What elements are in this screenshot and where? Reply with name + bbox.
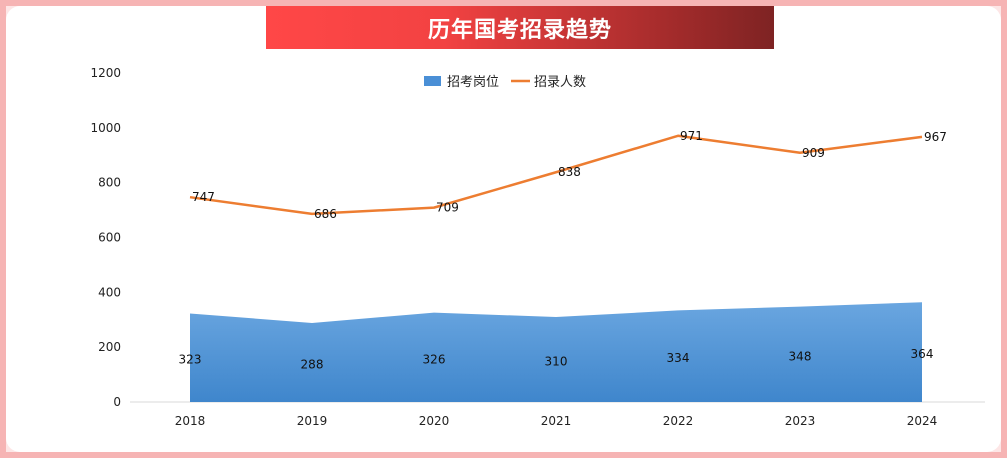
x-axis: 2018 2019 2020 2021 2022 2023 2024: [175, 414, 938, 428]
line-data-label: 971: [680, 129, 703, 143]
y-tick-label: 0: [113, 395, 121, 409]
title-banner: 历年国考招录趋势: [266, 6, 774, 49]
line-data-label: 709: [436, 201, 459, 215]
legend: 招考岗位 招录人数: [424, 75, 586, 90]
area-data-label: 310: [545, 355, 568, 369]
x-tick-label: 2023: [785, 414, 816, 428]
line-series-recruits: [189, 134, 923, 216]
area-data-label: 334: [667, 351, 690, 365]
area-data-label: 326: [423, 352, 446, 366]
x-tick-label: 2020: [419, 414, 450, 428]
x-tick-label: 2024: [907, 414, 938, 428]
line-data-label: 747: [192, 190, 215, 204]
x-tick-label: 2022: [663, 414, 694, 428]
line-data-labels: 747 686 709 838 971 909 967: [192, 129, 947, 221]
y-tick-label: 1000: [90, 121, 121, 135]
x-tick-label: 2021: [541, 414, 572, 428]
y-tick-label: 400: [98, 285, 121, 299]
legend-swatch-job-positions: [424, 76, 441, 86]
area-data-labels: 323 288 326 310 334 348 364: [179, 347, 934, 371]
area-data-label: 348: [789, 349, 812, 363]
area-data-label: 323: [179, 353, 202, 367]
y-tick-label: 200: [98, 340, 121, 354]
x-tick-label: 2018: [175, 414, 206, 428]
y-tick-label: 800: [98, 176, 121, 190]
area-data-label: 288: [301, 358, 324, 372]
line-data-label: 909: [802, 146, 825, 160]
line-data-label: 686: [314, 207, 337, 221]
area-data-label: 364: [911, 347, 934, 361]
y-axis: 0 200 400 600 800 1000 1200: [90, 66, 121, 409]
line-data-label: 838: [558, 165, 581, 179]
y-tick-label: 1200: [90, 66, 121, 80]
y-tick-label: 600: [98, 231, 121, 245]
legend-label-job-positions: 招考岗位: [447, 75, 499, 90]
line-data-label: 967: [924, 130, 947, 144]
legend-label-recruits: 招录人数: [534, 75, 586, 90]
area-series-job-positions: [190, 302, 922, 402]
x-tick-label: 2019: [297, 414, 328, 428]
chart-title: 历年国考招录趋势: [427, 17, 612, 43]
